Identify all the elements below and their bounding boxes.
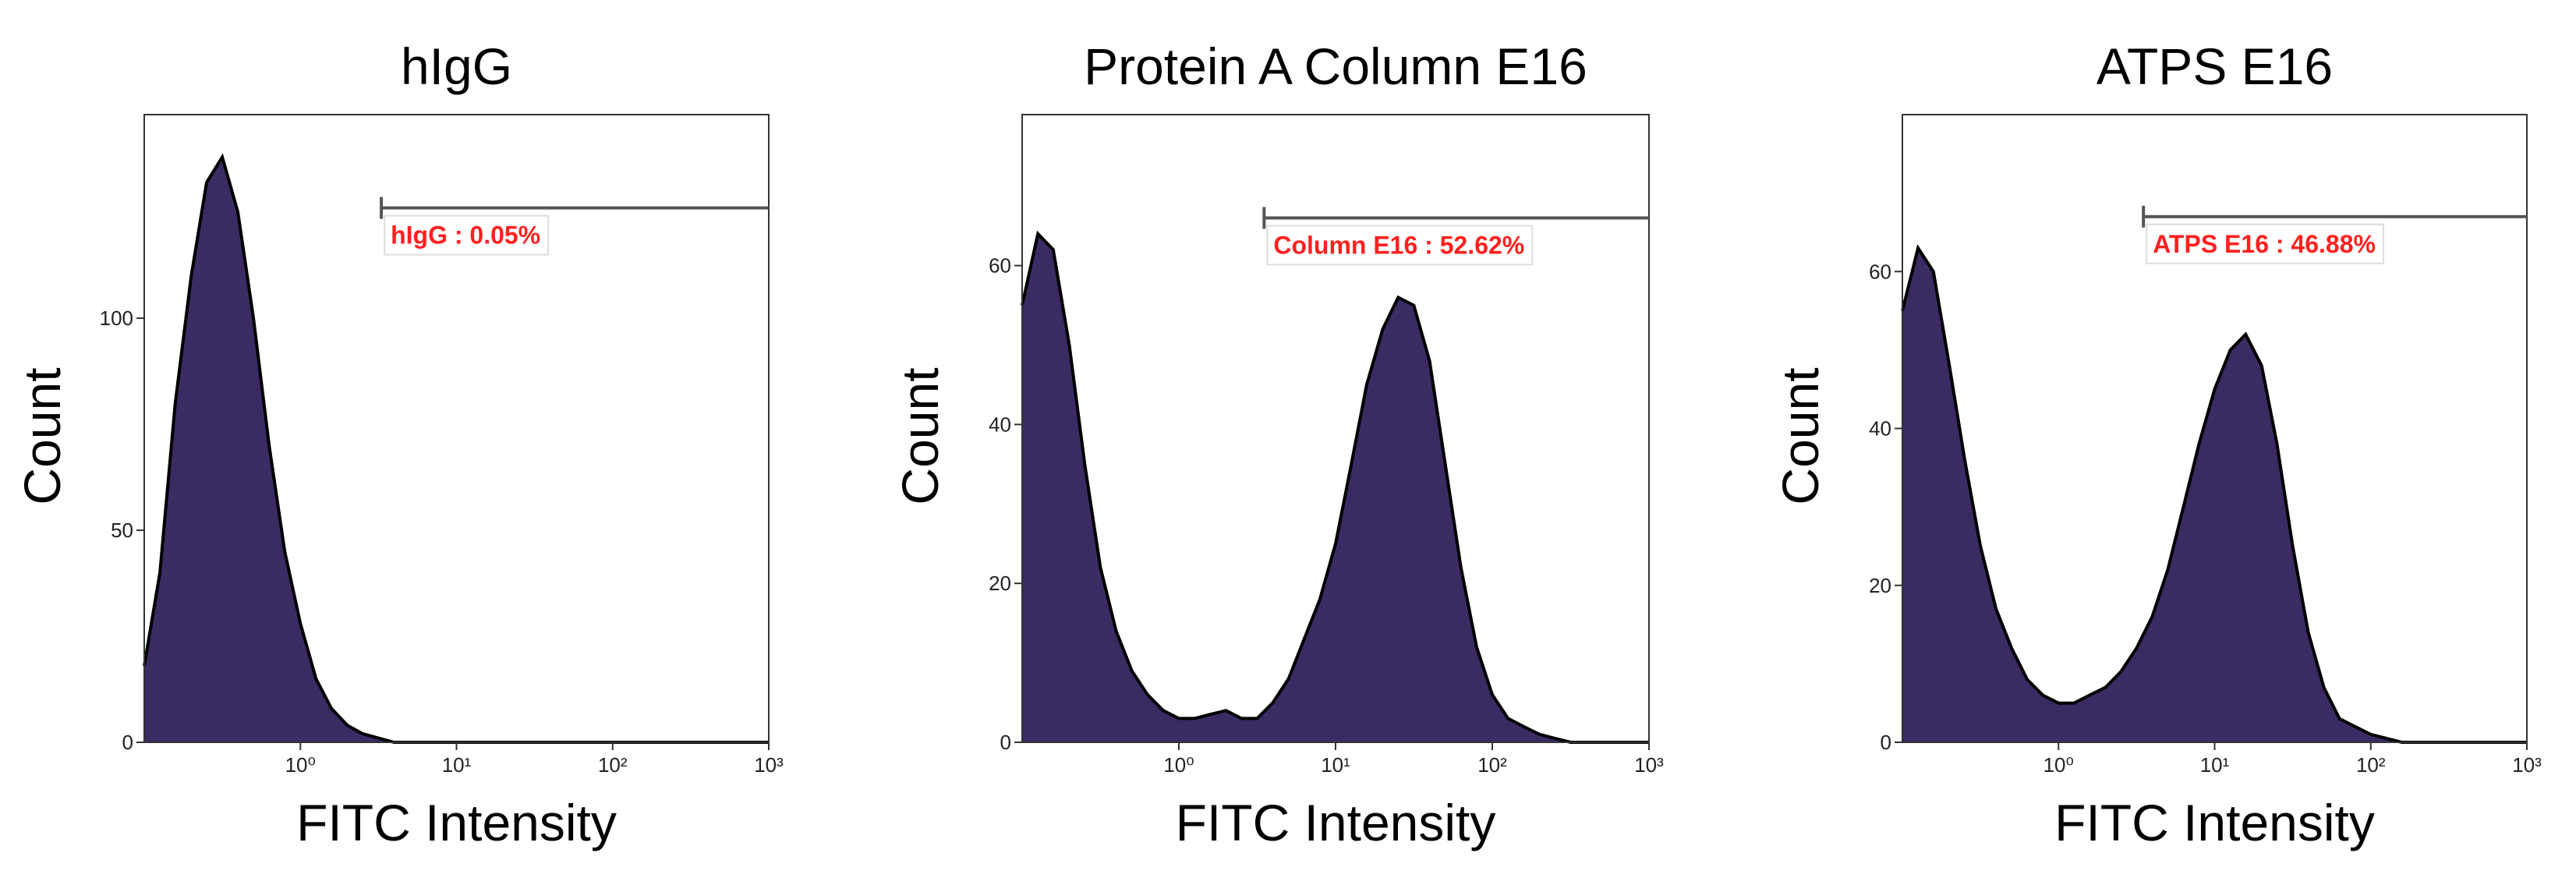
y-axis-label: Count: [891, 367, 949, 504]
y-tick-label: 60: [1869, 260, 1891, 283]
y-axis-label: Count: [13, 367, 71, 504]
chart-title: ATPS E16: [2097, 37, 2333, 95]
y-tick-label: 0: [122, 731, 133, 754]
x-tick-label: 10³: [2512, 753, 2542, 777]
y-tick-label: 0: [1000, 731, 1011, 754]
gate-label-box: [384, 214, 550, 256]
x-tick-label: 10¹: [1321, 753, 1350, 777]
panel: ATPS E16 FITC Intensity Count 0 20 40 60 10⁰ 10¹…: [1771, 37, 2542, 851]
x-axis-label: FITC Intensity: [2054, 794, 2375, 851]
x-tick-label: 10²: [1477, 753, 1507, 777]
y-tick-label: 20: [1869, 574, 1891, 597]
x-tick-label: 10⁰: [1163, 753, 1194, 777]
chart-title: hIgG: [401, 37, 512, 95]
x-tick-label: 10²: [2356, 753, 2386, 777]
x-tick-label: 10¹: [2200, 753, 2230, 777]
y-axis-label: Count: [1771, 367, 1829, 504]
y-tick-label: 20: [989, 572, 1011, 595]
y-tick-label: 0: [1881, 731, 1891, 754]
chart-title: Protein A Column E16: [1084, 37, 1587, 95]
area-fill: [1022, 233, 1649, 742]
panel: hIgG FITC Intensity Count 0 50 100 10⁰ 10¹ 10² 10…: [13, 37, 784, 851]
histogram-outline: [1021, 230, 1649, 744]
x-axis-label: FITC Intensity: [296, 794, 617, 851]
area-fill: [1902, 248, 2527, 743]
gate-label-box: [2146, 223, 2384, 264]
y-tick-label: 40: [1869, 417, 1891, 441]
gate-label: ATPS E16 : 46.88%: [2153, 230, 2376, 258]
x-tick-label: 10⁰: [285, 753, 316, 777]
x-tick-label: 10²: [598, 753, 628, 777]
x-tick-label: 10¹: [442, 753, 472, 777]
gate-label-box: [1266, 225, 1534, 266]
x-tick-label: 10³: [1634, 753, 1664, 777]
x-tick-label: 10⁰: [2043, 753, 2074, 777]
gate-label: hIgG : 0.05%: [391, 221, 540, 250]
gate-label: Column E16 : 52.62%: [1273, 231, 1524, 259]
y-tick-label: 60: [989, 254, 1011, 278]
y-tick-label: 100: [100, 306, 133, 330]
x-axis-label: FITC Intensity: [1176, 794, 1496, 851]
panel: Protein A Column E16 FITC Intensity Count 0…: [891, 37, 1664, 851]
x-tick-label: 10³: [754, 753, 784, 777]
y-tick-label: 40: [989, 412, 1011, 436]
y-tick-label: 50: [111, 519, 133, 542]
